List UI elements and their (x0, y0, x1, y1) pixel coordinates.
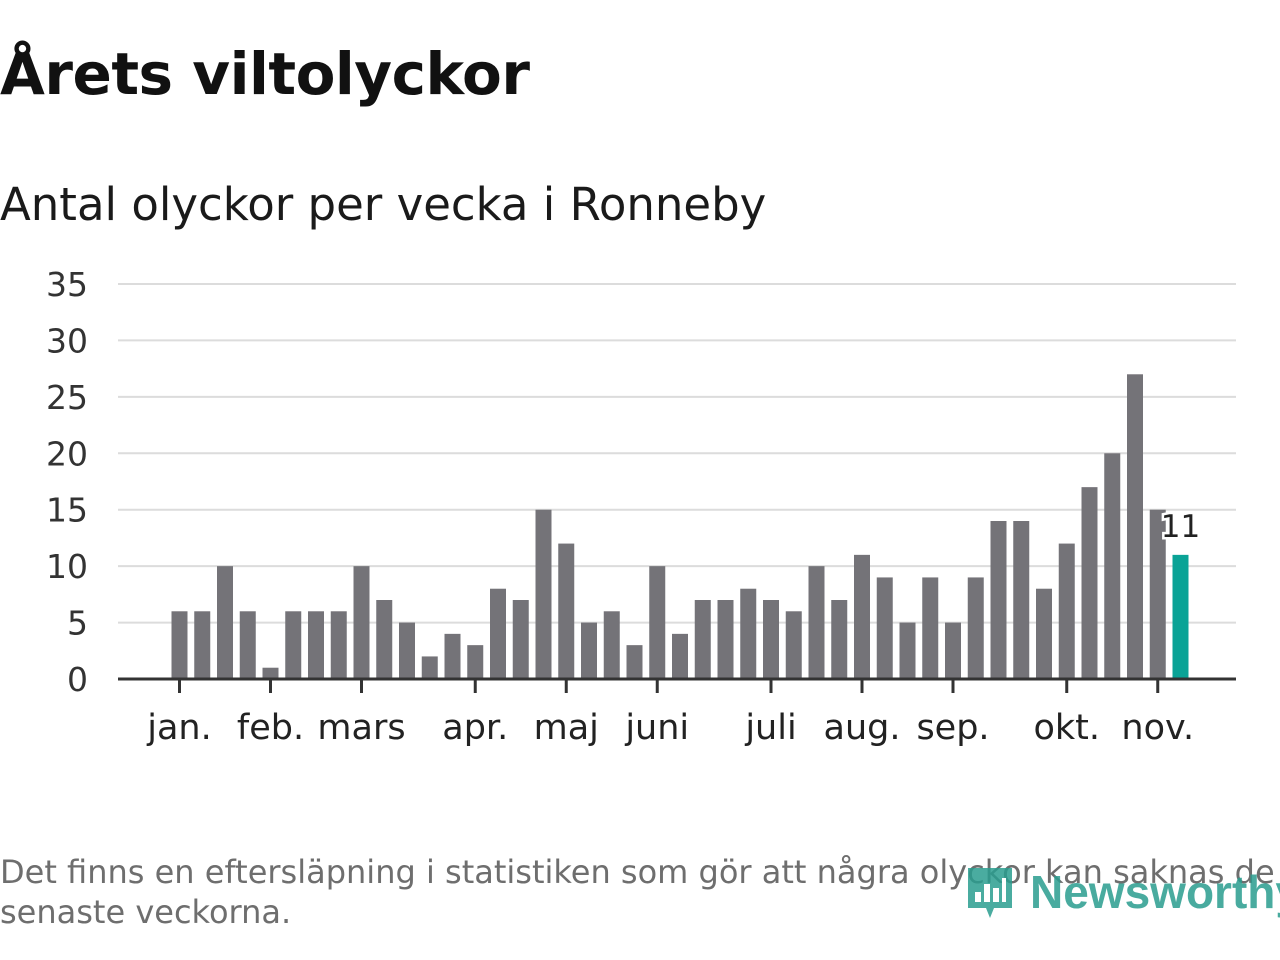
bar (217, 566, 233, 679)
bar (194, 611, 211, 679)
bar (1127, 374, 1143, 679)
x-tick-label: juni (624, 708, 689, 748)
bar (581, 622, 597, 679)
bar (899, 622, 916, 679)
x-axis: jan. feb. mars apr. maj juni juli aug. sep. okt. n… (118, 677, 1236, 748)
y-axis-ticks: 0 5 10 15 20 25 30 35 (46, 265, 88, 699)
x-tick-label: feb. (237, 708, 304, 748)
bar (649, 566, 666, 679)
bars (171, 374, 1189, 679)
bar (967, 577, 984, 679)
bar (467, 645, 484, 679)
x-tick-label: mars (317, 708, 405, 748)
y-tick-label: 25 (46, 378, 88, 417)
bar (285, 611, 302, 679)
brand-logo: Newsworthy (964, 862, 1280, 922)
chart-title: Årets viltolyckor (0, 40, 530, 108)
x-tick-label: nov. (1121, 708, 1194, 748)
data-label: 11 (1161, 509, 1200, 545)
x-tick-label: juli (744, 708, 796, 748)
bar (171, 611, 188, 679)
bar (512, 600, 529, 679)
annotations: 11 (1158, 506, 1202, 547)
x-tick-label: apr. (442, 708, 508, 748)
x-tick-label: maj (534, 708, 599, 748)
bar (672, 633, 688, 679)
bar (376, 600, 393, 679)
bar (1058, 543, 1075, 679)
bar-chart-logo-icon (968, 868, 1012, 918)
bar (1149, 509, 1166, 679)
bar (740, 588, 757, 679)
bar (444, 633, 461, 679)
y-tick-label: 30 (46, 321, 88, 360)
bar (763, 600, 779, 679)
bar (330, 611, 347, 679)
y-tick-label: 0 (67, 660, 88, 699)
bar (922, 577, 939, 679)
bar (239, 611, 256, 679)
x-tick-label: okt. (1033, 708, 1100, 748)
bar (399, 622, 415, 679)
bar (808, 566, 825, 679)
bar (353, 566, 370, 679)
bar (990, 521, 1007, 679)
bar (945, 622, 961, 679)
y-tick-label: 10 (46, 547, 88, 586)
bar (626, 645, 643, 679)
y-tick-label: 35 (46, 265, 88, 304)
y-tick-label: 15 (46, 491, 88, 530)
bar (854, 554, 870, 679)
gridlines (118, 283, 1236, 624)
bar (876, 577, 893, 679)
x-tick-label: jan. (146, 708, 211, 748)
x-tick-label: sep. (916, 708, 989, 748)
bar (262, 667, 279, 679)
bar (1081, 487, 1098, 679)
bar (1036, 588, 1052, 679)
bar (717, 600, 734, 679)
y-tick-label: 20 (46, 434, 88, 473)
bar (308, 611, 324, 679)
bar (1104, 453, 1121, 679)
bar (1013, 521, 1030, 679)
brand-name: Newsworthy (1030, 866, 1280, 918)
y-tick-label: 5 (67, 604, 88, 643)
bar-highlight (1172, 554, 1189, 679)
bar (785, 611, 802, 679)
chart-subtitle: Antal olyckor per vecka i Ronneby (0, 178, 767, 231)
footnote: Det finns en eftersläpning i statistiken… (0, 853, 1275, 931)
bar (421, 656, 438, 679)
bar (694, 600, 711, 679)
bar (603, 611, 620, 679)
bar (490, 588, 506, 679)
bar (535, 509, 552, 679)
bar (558, 543, 575, 679)
x-tick-label: aug. (824, 708, 901, 748)
bar (831, 600, 848, 679)
